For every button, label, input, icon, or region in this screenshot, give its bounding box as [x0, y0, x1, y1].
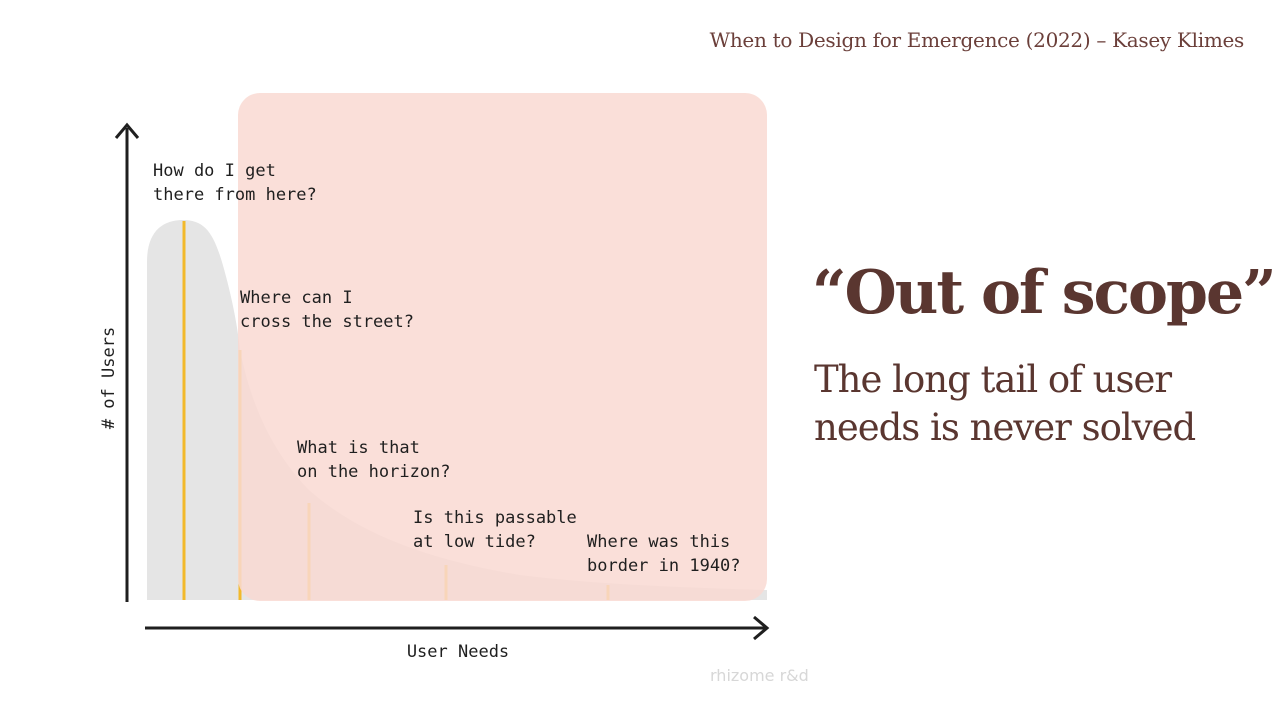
- annotation-5-line-1: Where was this: [587, 532, 730, 552]
- annotation-1-line-1: How do I get: [153, 161, 276, 181]
- annotation-4-line-2: at low tide?: [413, 532, 536, 552]
- annotation-2-line-2: cross the street?: [240, 312, 414, 332]
- annotation-4-line-1: Is this passable: [413, 508, 577, 528]
- annotation-2: Where can I cross the street?: [240, 288, 414, 332]
- subline: The long tail of user needs is never sol…: [814, 358, 1196, 449]
- citation: When to Design for Emergence (2022) – Ka…: [709, 28, 1245, 52]
- headline: “Out of scope”: [812, 258, 1277, 328]
- x-axis-arrowhead: [753, 615, 770, 641]
- annotation-3-line-2: on the horizon?: [297, 462, 451, 482]
- annotation-1-line-2: there from here?: [153, 185, 317, 205]
- long-tail-chart: # of Users User Needs How do I get there…: [99, 93, 770, 662]
- annotation-3: What is that on the horizon?: [297, 438, 451, 482]
- y-axis-label: # of Users: [99, 327, 119, 429]
- out-of-scope-region: [238, 93, 767, 601]
- y-axis-arrowhead: [114, 122, 140, 139]
- annotation-3-line-1: What is that: [297, 438, 420, 458]
- annotation-5-line-2: border in 1940?: [587, 556, 741, 576]
- watermark: rhizome r&d: [710, 666, 809, 685]
- annotation-4: Is this passable at low tide?: [413, 508, 587, 552]
- annotation-5: Where was this border in 1940?: [587, 532, 741, 576]
- x-axis-label: User Needs: [407, 642, 509, 662]
- annotation-2-line-1: Where can I: [240, 288, 353, 308]
- long-tail-diagram: # of Users User Needs How do I get there…: [99, 93, 770, 662]
- annotation-1: How do I get there from here?: [153, 161, 317, 205]
